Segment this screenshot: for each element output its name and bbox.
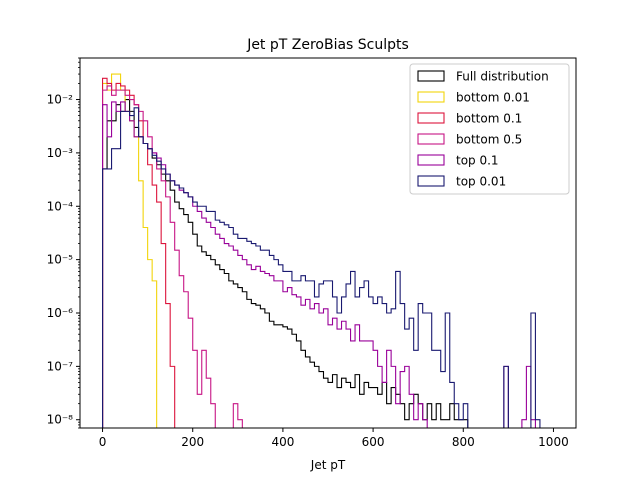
legend-label: Full distribution xyxy=(456,70,549,84)
y-tick-label: 10⁻⁴ xyxy=(47,199,74,213)
series-line-3 xyxy=(102,85,243,429)
legend-swatch xyxy=(417,91,445,103)
x-tick-label: 600 xyxy=(362,435,385,449)
legend-swatch xyxy=(417,70,445,82)
y-tick-label: 10⁻² xyxy=(47,93,74,107)
legend-label: bottom 0.1 xyxy=(456,112,522,126)
legend-swatch xyxy=(417,112,445,124)
x-tick-label: 0 xyxy=(99,435,107,449)
x-axis-label: Jet pT xyxy=(310,458,346,472)
legend-swatch xyxy=(417,154,445,166)
x-tick-label: 400 xyxy=(271,435,294,449)
y-tick-label: 10⁻⁷ xyxy=(47,359,74,373)
x-tick-label: 200 xyxy=(181,435,204,449)
x-axis: 0 200 400 600 800 1000 xyxy=(99,428,569,449)
series-line-0 xyxy=(102,98,469,428)
legend-label: bottom 0.5 xyxy=(456,133,522,147)
series-line-5 xyxy=(102,107,541,429)
legend-frame xyxy=(409,63,570,195)
legend-swatch xyxy=(417,175,445,187)
y-axis: 10⁻⁸ 10⁻⁷ 10⁻⁶ 10⁻⁵ 10⁻⁴ 10⁻³ 10⁻² xyxy=(47,57,80,429)
y-tick-label: 10⁻³ xyxy=(47,146,74,160)
y-tick-label: 10⁻⁶ xyxy=(47,306,74,320)
legend-label: top 0.1 xyxy=(456,154,499,168)
y-tick-label: 10⁻⁸ xyxy=(47,413,74,427)
legend-label: top 0.01 xyxy=(456,175,506,189)
legend: Full distribution bottom 0.01 bottom 0.1 bo… xyxy=(409,63,570,195)
chart-title: Jet pT ZeroBias Sculpts xyxy=(246,37,409,53)
plot-frame xyxy=(79,57,577,429)
x-tick-label: 1000 xyxy=(538,435,569,449)
series-layer xyxy=(102,73,541,429)
y-tick-label: 10⁻⁵ xyxy=(47,253,74,267)
x-tick-label: 800 xyxy=(452,435,475,449)
legend-label: bottom 0.01 xyxy=(456,91,530,105)
legend-swatch xyxy=(417,133,445,145)
